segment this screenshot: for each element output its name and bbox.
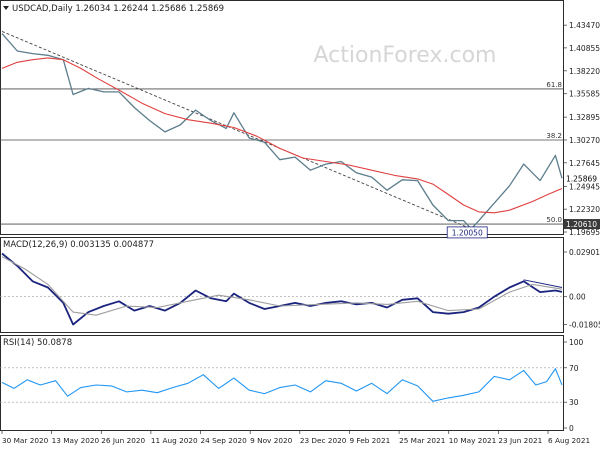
series-usdcad	[1, 33, 563, 230]
rsi-caption: RSI(14) 50.0878	[3, 338, 72, 348]
rsi-layer	[0, 367, 564, 403]
fib-level-label: 50.0	[546, 216, 562, 224]
macd-layer	[0, 252, 564, 326]
x-tick-label: 24 Sep 2020	[201, 436, 248, 445]
x-tick-label: 25 Mar 2021	[399, 436, 445, 445]
current-price-tag: 1.25869	[566, 174, 597, 183]
price-y-tick-label: 1.43470	[569, 21, 600, 30]
x-tick-label: 9 Feb 2021	[349, 436, 390, 445]
x-tick-label: 10 May 2021	[449, 436, 497, 445]
low-label: 1.20050	[452, 228, 483, 237]
macd-trendline	[523, 279, 563, 288]
macd-panel-frame	[0, 237, 564, 333]
y-axis-labels: 1.43470 1.40855 1.38220 1.35585 1.32895 1.302…	[564, 21, 600, 433]
rsi-y-tick-label: 30	[569, 398, 579, 407]
level-price-tag-bg	[564, 219, 600, 230]
rsi-y-tick-label: 100	[569, 338, 584, 347]
macd-caption: MACD(12,26,9) 0.003135 0.004877	[3, 240, 154, 250]
price-y-tick-label: 1.19695	[569, 228, 600, 237]
fib-level-label: 61.8	[546, 81, 562, 89]
x-tick-label: 13 May 2020	[52, 436, 100, 445]
x-tick-label: 26 Jun 2020	[101, 436, 145, 445]
x-tick-label: 23 Jun 2021	[498, 436, 542, 445]
price-panel-frame	[0, 0, 564, 235]
x-axis-labels: 30 Mar 2020 13 May 2020 26 Jun 2020 11 Aug …	[1, 431, 590, 445]
level-price-tag: 1.20610	[566, 220, 597, 229]
x-tick-label: 9 Nov 2020	[250, 436, 292, 445]
series-rsi	[1, 368, 563, 402]
series-signal	[1, 256, 563, 316]
current-price-tag-bg	[564, 173, 600, 184]
low-label-box	[446, 226, 488, 239]
x-tick-label: 11 Aug 2020	[151, 436, 198, 445]
fibonacci-levels: 61.8 38.2 50.0	[0, 81, 564, 225]
price-y-tick-label: 1.38220	[569, 67, 600, 76]
macd-y-tick-label: -0.018055	[569, 321, 600, 330]
symbol-dropdown-icon[interactable]	[3, 6, 9, 10]
price-series-layer: 1.20050	[1, 33, 563, 239]
macd-y-tick-label: 0.00	[569, 293, 586, 302]
x-tick-label: 6 Aug 2021	[548, 436, 590, 445]
rsi-y-tick-label: 70	[569, 364, 579, 373]
series-moving-average	[1, 57, 563, 214]
macd-y-tick-label: 0.029018	[569, 248, 600, 257]
price-caption: USDCAD,Daily 1.26034 1.26244 1.25686 1.2…	[12, 4, 224, 14]
price-y-tick-label: 1.27645	[569, 159, 600, 168]
price-y-tick-label: 1.30270	[569, 136, 600, 145]
x-tick-label: 23 Dec 2020	[300, 436, 347, 445]
rsi-panel-frame	[0, 335, 564, 431]
price-y-tick-label: 1.24945	[569, 182, 600, 191]
price-y-tick-label: 1.40855	[569, 44, 600, 53]
x-tick-label: 30 Mar 2020	[2, 436, 49, 445]
price-y-tick-label: 1.35585	[569, 90, 600, 99]
price-y-tick-label: 1.22320	[569, 205, 600, 214]
price-y-tick-label: 1.32895	[569, 113, 600, 122]
fib-level-label: 38.2	[546, 132, 562, 140]
watermark: ActionForex.com	[314, 43, 497, 68]
rsi-y-tick-label: 0	[569, 424, 574, 433]
